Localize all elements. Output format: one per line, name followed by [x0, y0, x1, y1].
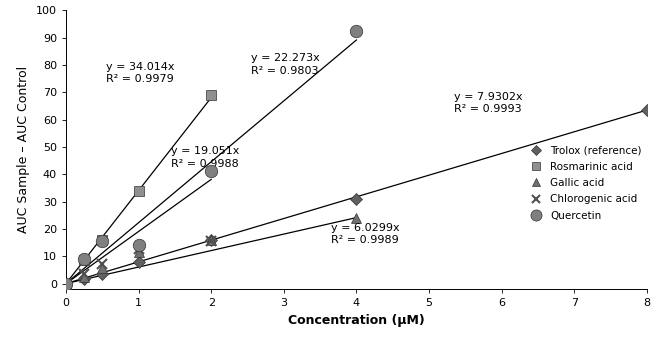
Line: Trolox (reference): Trolox (reference) — [62, 106, 651, 288]
Text: y = 7.9302x
R² = 0.9993: y = 7.9302x R² = 0.9993 — [454, 92, 523, 114]
Y-axis label: AUC Sample – AUC Control: AUC Sample – AUC Control — [17, 66, 30, 233]
Gallic acid — [62, 282, 70, 286]
Line: Quercetin: Quercetin — [60, 24, 362, 290]
Text: y = 34.014x
R² = 0.9979: y = 34.014x R² = 0.9979 — [106, 62, 174, 84]
Quercetin — [135, 243, 143, 247]
Line: Gallic acid: Gallic acid — [61, 213, 361, 288]
Trolox (reference) — [135, 260, 143, 264]
Rosmarinic acid — [135, 189, 143, 193]
Quercetin — [207, 169, 215, 173]
Trolox (reference) — [98, 272, 106, 276]
Gallic acid — [352, 216, 360, 220]
Trolox (reference) — [352, 197, 360, 201]
Text: y = 22.273x
R² = 0.9803: y = 22.273x R² = 0.9803 — [251, 53, 320, 76]
Line: Rosmarinic acid: Rosmarinic acid — [61, 90, 216, 288]
Chlorogenic acid — [98, 262, 106, 267]
Trolox (reference) — [207, 238, 215, 242]
Rosmarinic acid — [62, 282, 70, 286]
Text: y = 6.0299x
R² = 0.9989: y = 6.0299x R² = 0.9989 — [331, 223, 399, 245]
Chlorogenic acid — [62, 282, 70, 286]
Gallic acid — [135, 250, 143, 254]
Rosmarinic acid — [81, 258, 88, 262]
Line: Chlorogenic acid: Chlorogenic acid — [61, 236, 216, 288]
Gallic acid — [207, 238, 215, 242]
Quercetin — [352, 29, 360, 33]
Rosmarinic acid — [207, 93, 215, 97]
Trolox (reference) — [643, 108, 651, 112]
Gallic acid — [81, 275, 88, 279]
Chlorogenic acid — [81, 272, 88, 276]
Quercetin — [81, 257, 88, 261]
Text: y = 19.051x
R² = 0.9988: y = 19.051x R² = 0.9988 — [171, 146, 240, 169]
Gallic acid — [98, 267, 106, 271]
Quercetin — [98, 239, 106, 243]
Quercetin — [62, 282, 70, 286]
Trolox (reference) — [81, 277, 88, 282]
Chlorogenic acid — [207, 239, 215, 243]
Trolox (reference) — [62, 282, 70, 286]
Rosmarinic acid — [98, 238, 106, 242]
Legend: Trolox (reference), Rosmarinic acid, Gallic acid, Chlorogenic acid, Quercetin: Trolox (reference), Rosmarinic acid, Gal… — [525, 146, 642, 221]
X-axis label: Concentration (μM): Concentration (μM) — [288, 313, 425, 327]
Chlorogenic acid — [135, 247, 143, 251]
